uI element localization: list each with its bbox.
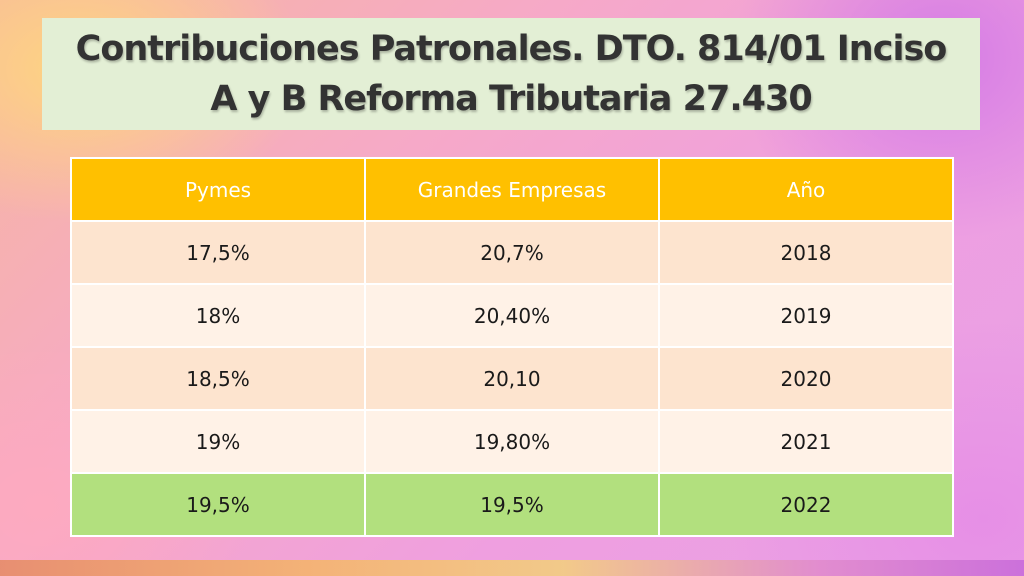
cell-anio: 2018 (658, 220, 954, 285)
cell-grandes-empresas: 20,10 (364, 346, 660, 411)
cell-pymes: 19% (70, 409, 366, 474)
cell-grandes-empresas: 19,80% (364, 409, 660, 474)
cell-grandes-empresas: 20,7% (364, 220, 660, 285)
column-header-pymes: Pymes (70, 157, 366, 222)
slide-title-line-2: A y B Reforma Tributaria 27.430 (210, 79, 812, 119)
contributions-table: Pymes Grandes Empresas Año 17,5% 20,7% 2… (70, 157, 954, 537)
contributions-table-container: Pymes Grandes Empresas Año 17,5% 20,7% 2… (70, 157, 954, 537)
title-box: Contribuciones Patronales. DTO. 814/01 I… (42, 18, 980, 130)
column-header-anio: Año (658, 157, 954, 222)
slide-title-line-1: Contribuciones Patronales. DTO. 814/01 I… (75, 29, 948, 69)
cell-grandes-empresas: 20,40% (364, 283, 660, 348)
cell-pymes: 19,5% (70, 472, 366, 537)
cell-pymes: 18% (70, 283, 366, 348)
cell-anio: 2021 (658, 409, 954, 474)
table-row: 17,5% 20,7% 2018 (70, 220, 954, 285)
table-header-row: Pymes Grandes Empresas Año (70, 157, 954, 222)
cell-pymes: 18,5% (70, 346, 366, 411)
cell-grandes-empresas: 19,5% (364, 472, 660, 537)
cell-pymes: 17,5% (70, 220, 366, 285)
table-row-highlighted: 19,5% 19,5% 2022 (70, 472, 954, 537)
decorative-bottom-strip (0, 560, 1024, 576)
table-row: 19% 19,80% 2021 (70, 409, 954, 474)
cell-anio: 2019 (658, 283, 954, 348)
table-row: 18,5% 20,10 2020 (70, 346, 954, 411)
column-header-grandes-empresas: Grandes Empresas (364, 157, 660, 222)
table-row: 18% 20,40% 2019 (70, 283, 954, 348)
slide-title: Contribuciones Patronales. DTO. 814/01 I… (75, 24, 948, 124)
cell-anio: 2020 (658, 346, 954, 411)
cell-anio: 2022 (658, 472, 954, 537)
